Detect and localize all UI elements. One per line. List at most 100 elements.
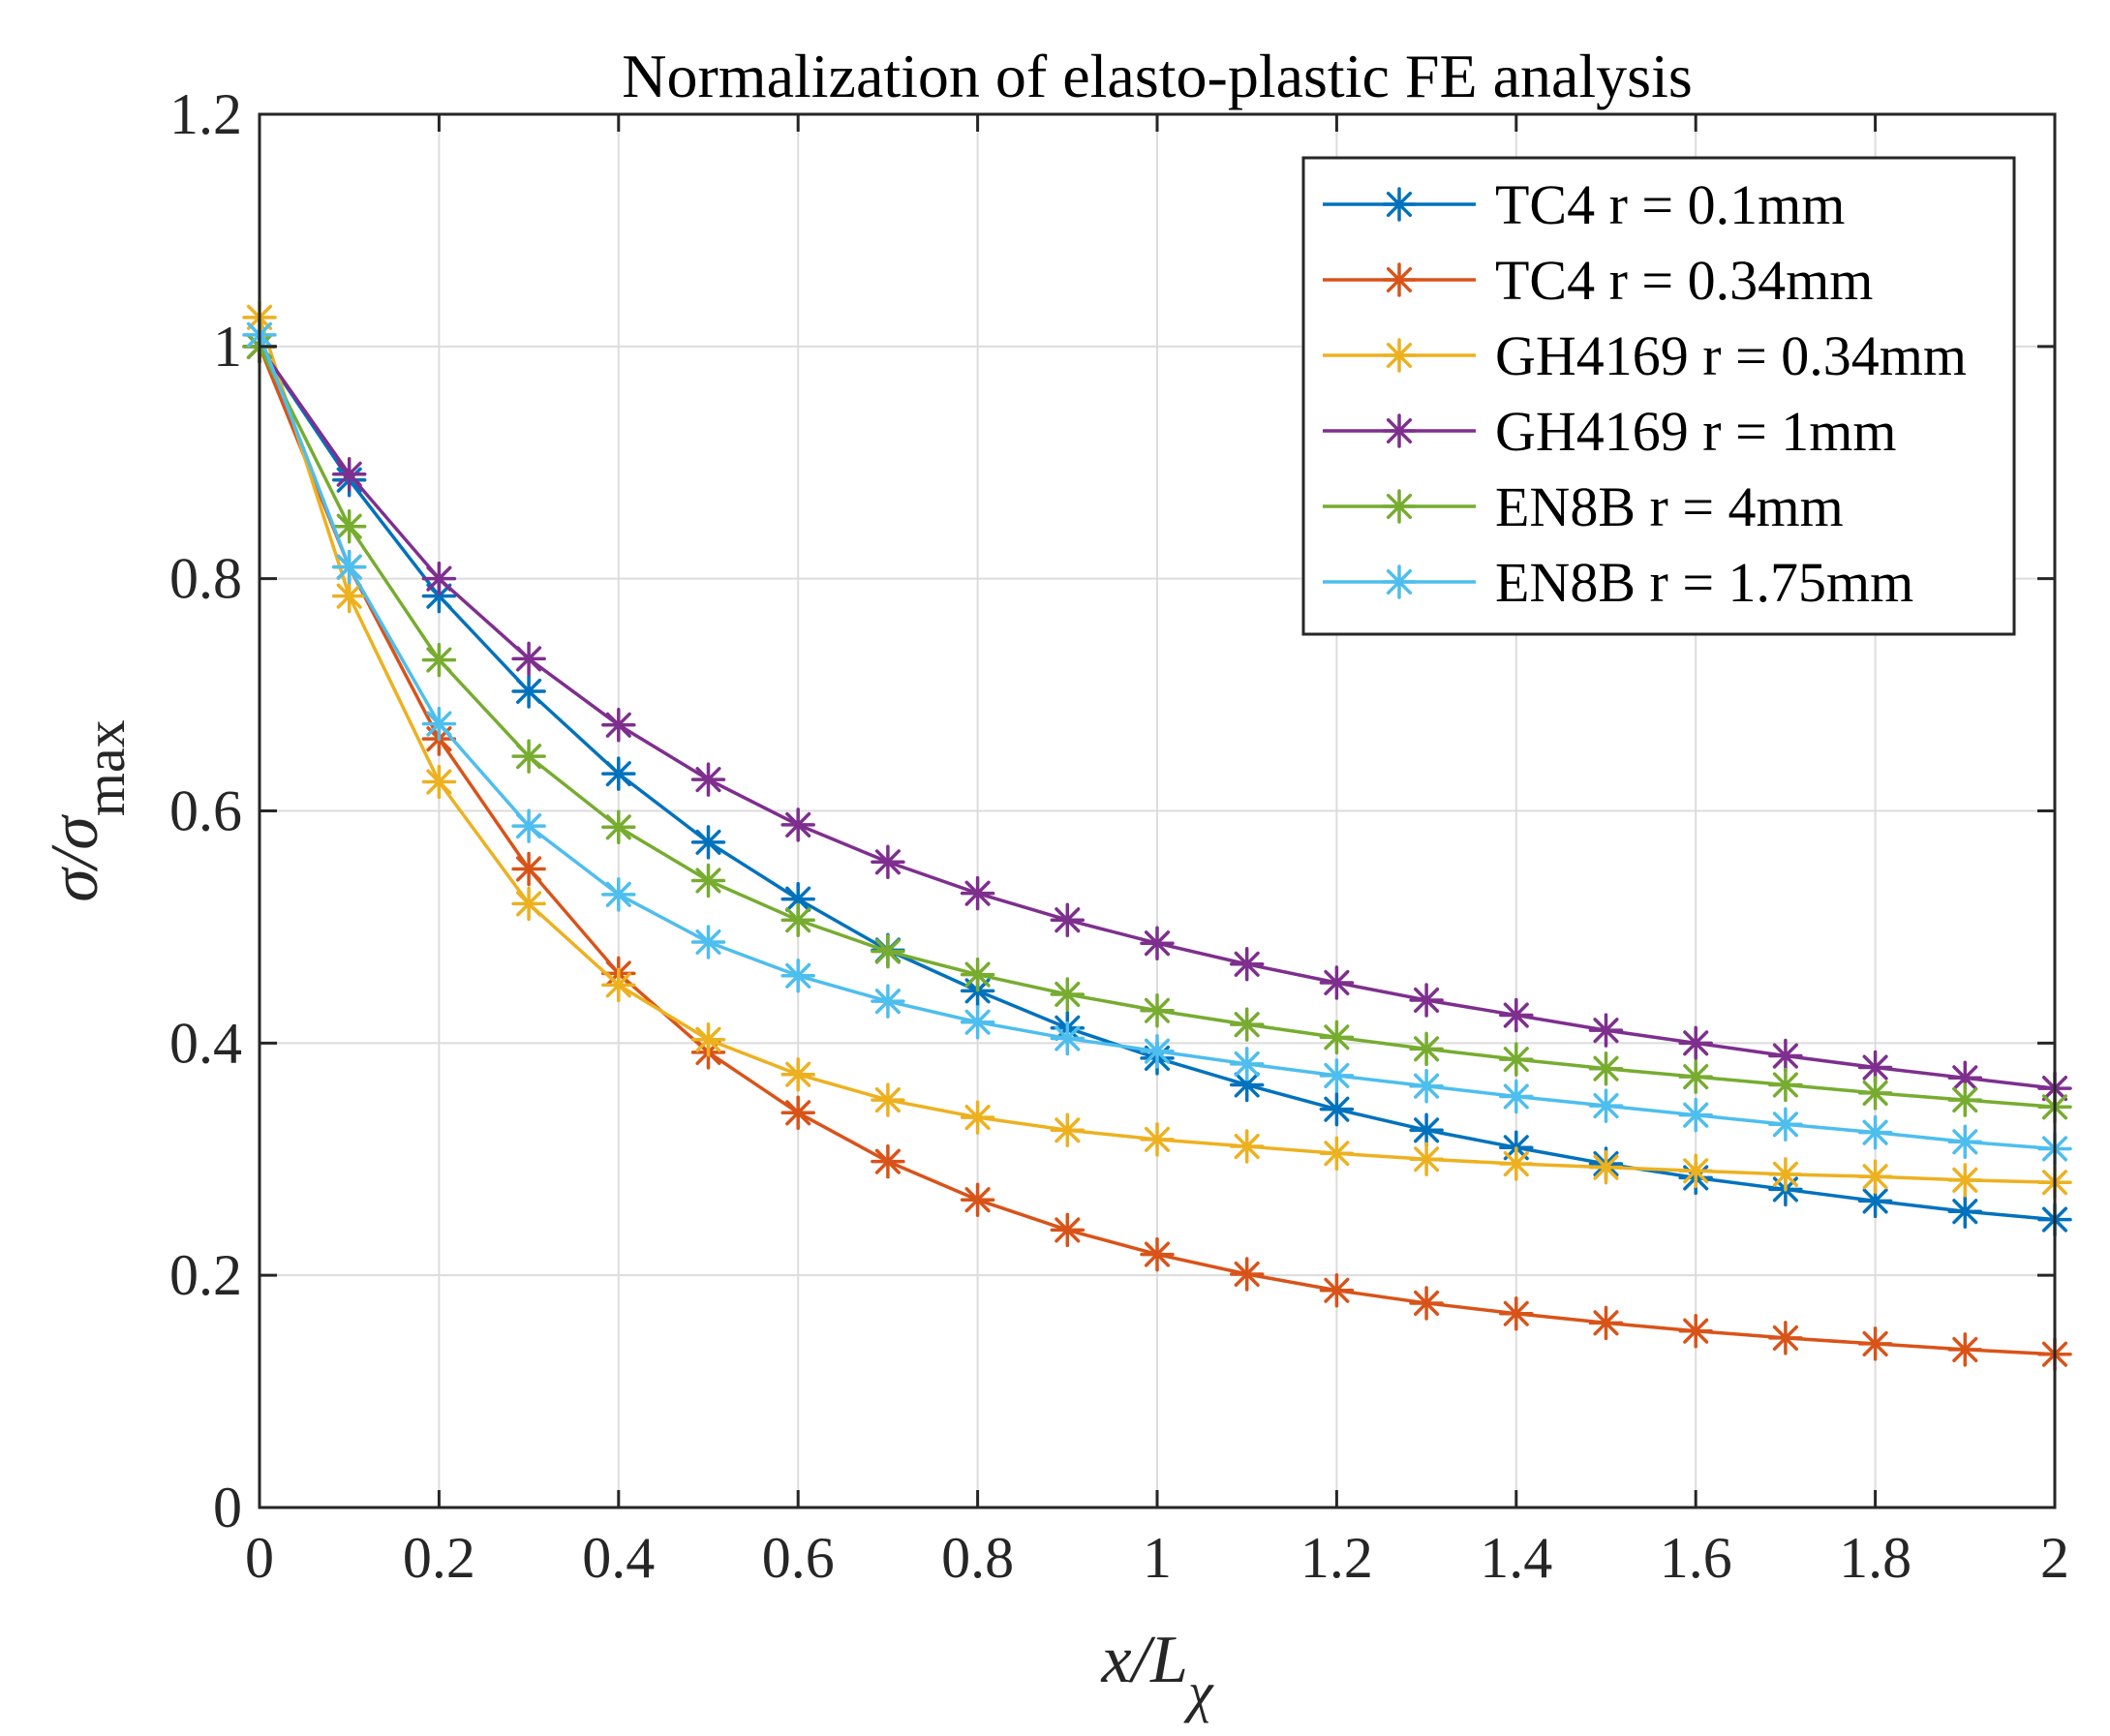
y-tick-label: 0.4: [169, 1011, 242, 1075]
data-point-marker: [1947, 1082, 1983, 1117]
data-point-marker: [601, 809, 636, 845]
tick-marks: [258, 112, 2057, 1509]
data-point-marker: [1140, 1033, 1175, 1069]
y-tick-label: 0.6: [169, 779, 242, 843]
data-point-marker: [1409, 1031, 1444, 1067]
x-tick-label: 0.6: [762, 1526, 835, 1590]
data-point-marker: [1140, 993, 1175, 1028]
legend-label: GH4169 r = 0.34mm: [1495, 324, 1967, 387]
x-axis-label-main: x/L: [1101, 1623, 1188, 1697]
data-point-marker: [1499, 1079, 1534, 1114]
data-point-marker: [1140, 1122, 1175, 1157]
data-point-marker: [1768, 1321, 1803, 1355]
data-point-marker: [1499, 1146, 1534, 1181]
legend-item: TC4 r = 0.34mm: [1323, 249, 1873, 312]
x-tick-label: 1.6: [1660, 1526, 1732, 1590]
data-point-marker: [1588, 1088, 1624, 1123]
series-3: [242, 300, 2072, 1200]
tick-labels: 0 0.2 0.4 0.6 0.8 1 1.2 1.4 1.6 1.8 2 0 0.2 0.4 0.6 0.8…: [169, 82, 2069, 1590]
data-point-marker: [1588, 1013, 1624, 1048]
data-point-marker: [511, 739, 546, 774]
data-point-marker: [960, 957, 995, 992]
data-point-marker: [871, 844, 905, 880]
x-tick-label: 1.2: [1300, 1526, 1373, 1590]
data-point-marker: [601, 708, 636, 743]
data-point-marker: [1947, 1163, 1983, 1198]
data-point-marker: [1768, 1107, 1803, 1142]
data-point-marker: [1857, 1050, 1893, 1085]
x-tick-label: 0: [245, 1526, 274, 1590]
data-point-marker: [1947, 1332, 1983, 1367]
chart-title: Normalization of elasto-plastic FE analy…: [622, 42, 1693, 110]
data-point-marker: [1678, 1025, 1713, 1061]
legend-item: TC4 r = 0.1mm: [1323, 173, 1845, 236]
data-point-marker: [780, 881, 815, 917]
data-point-marker: [1857, 1114, 1893, 1150]
legend-item: GH4169 r = 0.34mm: [1323, 324, 1967, 387]
y-axis-label-subscript: max: [74, 719, 137, 816]
data-point-marker: [1588, 1149, 1624, 1185]
data-point-marker: [1768, 1067, 1803, 1103]
data-point-marker: [421, 642, 457, 678]
data-point-marker: [1319, 1136, 1355, 1172]
data-point-marker: [1409, 1068, 1444, 1104]
legend-marker: [1382, 262, 1417, 297]
data-point-marker: [960, 875, 995, 911]
x-tick-label: 1.8: [1839, 1526, 1911, 1590]
legend-item: EN8B r = 4mm: [1323, 475, 1844, 538]
data-point-marker: [871, 1082, 905, 1117]
data-point-marker: [511, 674, 546, 709]
data-point-marker: [1050, 1020, 1086, 1056]
data-point-marker: [1229, 1007, 1265, 1042]
data-point-marker: [1857, 1076, 1893, 1111]
data-point-marker: [1050, 1212, 1086, 1248]
data-point-marker: [1409, 1142, 1444, 1176]
x-tick-label: 0.2: [403, 1526, 475, 1590]
data-point-marker: [511, 851, 546, 887]
data-point-marker: [601, 967, 636, 1003]
data-point-marker: [871, 1143, 905, 1179]
data-point-marker: [1050, 977, 1086, 1012]
data-point-marker: [511, 808, 546, 843]
legend-marker: [1382, 564, 1417, 599]
x-tick-label: 1.4: [1480, 1526, 1552, 1590]
legend-label: TC4 r = 0.34mm: [1495, 249, 1873, 312]
x-tick-label: 1: [1143, 1526, 1172, 1590]
data-point-marker: [1588, 1051, 1624, 1086]
data-point-marker: [1229, 1129, 1265, 1164]
legend-label: TC4 r = 0.1mm: [1495, 173, 1845, 236]
data-point-marker: [1499, 1042, 1534, 1077]
data-point-marker: [960, 1004, 995, 1040]
data-point-marker: [331, 508, 367, 544]
data-point-marker: [1768, 1038, 1803, 1074]
data-point-marker: [1319, 1020, 1355, 1055]
data-point-marker: [780, 807, 815, 842]
x-axis-label-subscript: χ: [1183, 1660, 1214, 1723]
data-point-marker: [690, 825, 726, 860]
data-point-marker: [511, 886, 546, 922]
data-point-marker: [1229, 1257, 1265, 1292]
data-point-marker: [601, 877, 636, 912]
legend-item: GH4169 r = 1mm: [1323, 400, 1897, 463]
data-point-marker: [1409, 1112, 1444, 1148]
data-point-marker: [421, 764, 457, 800]
data-point-marker: [1140, 926, 1175, 960]
data-point-marker: [871, 933, 905, 969]
data-point-marker: [1319, 1091, 1355, 1127]
x-tick-label: 0.8: [941, 1526, 1014, 1590]
x-tick-label: 2: [2040, 1526, 2069, 1590]
legend-marker: [1382, 338, 1417, 373]
data-point-marker: [1678, 1313, 1713, 1349]
data-point-marker: [1499, 1295, 1534, 1331]
data-point-marker: [1409, 983, 1444, 1018]
data-point-marker: [690, 925, 726, 959]
data-point-marker: [601, 756, 636, 791]
data-point-marker: [1678, 1097, 1713, 1133]
data-point-marker: [871, 984, 905, 1019]
data-point-marker: [331, 578, 367, 614]
y-tick-label: 0.2: [169, 1243, 242, 1307]
data-point-marker: [1678, 1059, 1713, 1094]
y-tick-label: 0.8: [169, 547, 242, 611]
data-point-marker: [511, 641, 546, 677]
data-point-marker: [1319, 1058, 1355, 1093]
